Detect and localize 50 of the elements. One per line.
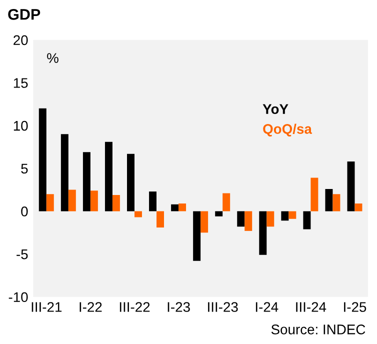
bar — [90, 190, 98, 212]
bar — [104, 142, 112, 212]
bar — [222, 193, 230, 212]
source-note: Source: INDEC — [271, 324, 366, 334]
bar — [325, 188, 333, 212]
bar — [178, 204, 186, 212]
y-tick-label: -5 — [16, 250, 28, 260]
x-tick-label: III-23 — [208, 302, 238, 312]
y-tick-label: 0 — [21, 206, 28, 216]
y-tick-label: 20 — [14, 35, 28, 46]
chart-title: GDP — [8, 9, 40, 20]
bar — [46, 194, 54, 212]
bar — [200, 211, 208, 233]
bar — [82, 152, 90, 212]
bar — [244, 211, 252, 231]
bar — [68, 190, 76, 212]
bar — [60, 134, 68, 212]
bar — [266, 211, 274, 227]
x-tick-label: I-24 — [256, 302, 278, 312]
x-tick-label: III-24 — [296, 302, 326, 312]
x-tick-label: I-23 — [168, 302, 190, 312]
bar — [112, 194, 120, 212]
bar — [347, 162, 355, 212]
x-tick-label: III-21 — [32, 302, 62, 312]
bar — [354, 204, 362, 212]
bar — [259, 211, 267, 255]
bar — [288, 211, 296, 219]
bar — [303, 211, 311, 230]
bar — [149, 192, 157, 212]
text: YoY — [262, 104, 288, 114]
bar — [193, 211, 201, 261]
y-tick-label: 5 — [21, 164, 28, 174]
x-tick-label: I-22 — [80, 302, 102, 312]
bar — [38, 108, 46, 212]
bar — [156, 211, 164, 228]
bar — [134, 211, 142, 218]
bar — [237, 211, 245, 227]
bar — [215, 211, 223, 216]
bar — [171, 204, 179, 212]
bar — [127, 154, 134, 212]
y-tick-label: -10 — [8, 292, 28, 302]
text: QoQ/sa — [263, 124, 312, 136]
y-tick-label: 10 — [14, 120, 28, 131]
bar — [332, 194, 340, 212]
bar — [310, 178, 318, 212]
x-tick-label: I-25 — [344, 302, 366, 312]
annotation: % — [47, 53, 58, 63]
bar — [281, 211, 289, 221]
x-tick-label: III-22 — [120, 302, 150, 312]
y-tick-label: 15 — [14, 78, 28, 88]
